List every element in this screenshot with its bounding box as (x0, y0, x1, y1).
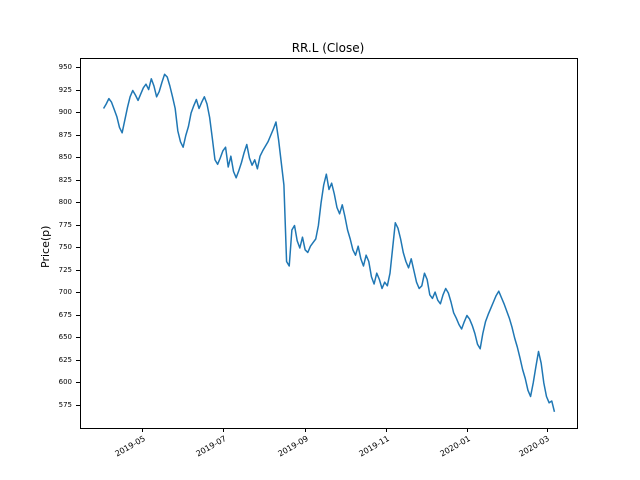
price-line-chart (102, 73, 556, 412)
x-tick-mark (142, 428, 144, 432)
y-tick-label: 950 (58, 63, 72, 71)
y-tick-mark (76, 202, 80, 203)
y-tick-label: 875 (58, 130, 72, 139)
y-tick-mark (76, 382, 80, 383)
y-tick-mark (76, 157, 80, 158)
x-tick-label: 2019-07 (194, 434, 228, 459)
y-tick-label: 725 (58, 265, 72, 274)
y-tick-mark (76, 359, 80, 361)
y-tick-mark (76, 179, 80, 181)
y-tick-mark (76, 404, 80, 406)
y-tick-label: 925 (58, 85, 72, 94)
y-tick-label: 750 (58, 243, 72, 251)
y-tick-mark (76, 314, 80, 316)
y-tick-label: 825 (58, 175, 72, 184)
x-tick-mark (305, 428, 307, 432)
x-tick-label: 2020-01 (438, 434, 472, 459)
x-tick-label: 2020-03 (517, 434, 552, 459)
x-tick-mark (546, 428, 548, 432)
chart-title: RR.L (Close) (291, 41, 365, 55)
y-tick-label: 625 (58, 355, 72, 364)
y-tick-mark (76, 269, 80, 271)
y-tick-label: 650 (58, 333, 72, 341)
y-tick-mark (76, 247, 80, 248)
y-tick-label: 700 (58, 288, 72, 296)
y-tick-label: 575 (58, 400, 72, 409)
y-tick-mark (76, 337, 80, 338)
y-tick-label: 800 (58, 198, 72, 206)
x-tick-label: 2019-05 (113, 434, 147, 459)
x-tick-mark (467, 428, 469, 432)
y-tick-mark (76, 67, 80, 68)
y-tick-mark (76, 224, 80, 226)
y-tick-mark (76, 112, 80, 113)
close-price-series (102, 73, 556, 412)
y-tick-label: 675 (58, 310, 72, 319)
x-tick-label: 2019-11 (357, 434, 391, 459)
x-tick-mark (386, 428, 388, 432)
y-tick-mark (76, 89, 80, 91)
y-tick-label: 900 (58, 108, 72, 116)
y-tick-label: 775 (58, 220, 72, 229)
y-tick-mark (76, 292, 80, 293)
x-tick-label: 2019-09 (276, 434, 310, 459)
plot-area (80, 58, 578, 429)
y-tick-mark (76, 134, 80, 136)
y-tick-label: 600 (58, 378, 72, 386)
x-tick-mark (223, 428, 225, 432)
y-tick-label: 850 (58, 153, 72, 161)
